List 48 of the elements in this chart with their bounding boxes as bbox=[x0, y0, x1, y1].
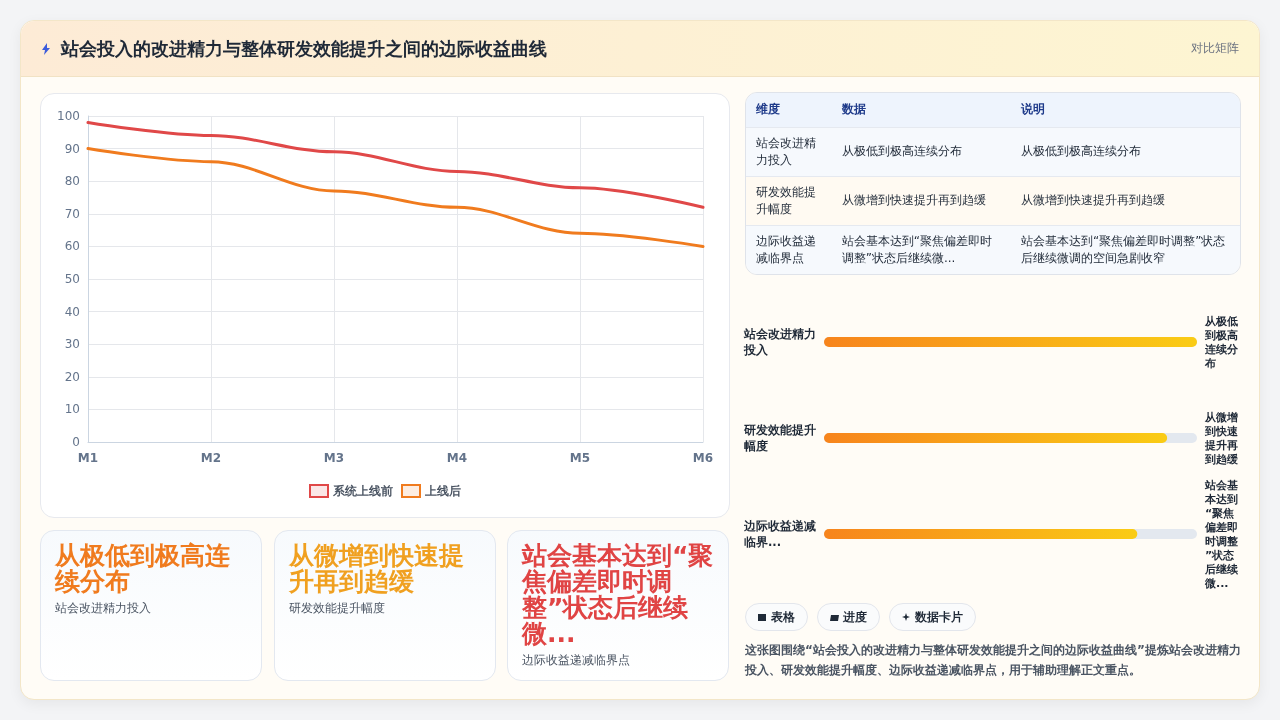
text: 对比矩阵 bbox=[1191, 40, 1239, 57]
text: 数据 bbox=[831, 93, 1011, 127]
y-tick-label: 80 bbox=[64, 174, 80, 189]
text: 研发效能提升幅度 bbox=[288, 601, 386, 616]
y-tick-label: 10 bbox=[64, 402, 80, 417]
y-tick-label: 20 bbox=[64, 369, 80, 384]
text: 站会基本达到“聚焦偏差即时调整”状态后继续微... bbox=[522, 541, 714, 648]
y-tick-label: 边际收益递减临界... bbox=[743, 519, 816, 549]
text: 边际收益递减临界点 bbox=[746, 225, 832, 274]
text: 维度 bbox=[746, 93, 832, 127]
y-tick-label: 30 bbox=[64, 337, 80, 352]
text: 从极低到极高连续分布 bbox=[831, 127, 1011, 176]
y-tick-label: 研发效能提升幅度 bbox=[743, 423, 816, 453]
y2-tick-label: 从极低到极高连续分布 bbox=[1204, 314, 1239, 370]
text: 数据卡片 bbox=[915, 609, 963, 625]
text: 站会基本达到“聚焦偏差即时调整”状态后继续微调的空间急剧收窄 bbox=[1010, 225, 1240, 274]
y-tick-label: 站会改进精力投入 bbox=[743, 327, 816, 357]
line-series bbox=[86, 121, 705, 209]
x-tick-label: M6 bbox=[692, 451, 714, 465]
line-series bbox=[86, 147, 705, 248]
text: 从极低到极高连续分布 bbox=[1010, 127, 1240, 176]
x-tick-label: M5 bbox=[569, 451, 591, 465]
text: 这张图围绕“站会投入的改进精力与整体研发效能提升之间的边际收益曲线”提炼站会改进精力投入、研发效能提升幅度、边际收益递减临界点，用于辅助理解正文重点。 bbox=[745, 642, 1242, 679]
y-tick-label: 50 bbox=[64, 272, 80, 286]
x-tick-label: M3 bbox=[323, 451, 345, 465]
text: 从微增到快速提升再到趋缓 bbox=[831, 176, 1011, 225]
y-tick-label: 0 bbox=[72, 435, 80, 449]
y-tick-label: 40 bbox=[64, 304, 80, 319]
x-tick-label: M1 bbox=[77, 451, 99, 465]
text: 从微增到快速提升再到趋缓 bbox=[1010, 176, 1240, 225]
text: 站会投入的改进精力与整体研发效能提升之间的边际收益曲线 bbox=[61, 36, 547, 61]
y-tick-label: 70 bbox=[64, 206, 80, 221]
y-tick-label: 60 bbox=[64, 239, 80, 254]
y-tick-label: 100 bbox=[57, 109, 80, 123]
x-tick-label: M2 bbox=[200, 451, 222, 465]
text: 站会基本达到“聚焦偏差即时调整”状态后继续微... bbox=[831, 225, 1011, 274]
text: 从微增到快速提升再到趋缓 bbox=[288, 541, 465, 596]
y2-tick-label: 站会基本达到“聚焦偏差即时调整”状态后继续微... bbox=[1204, 478, 1239, 590]
text: 进度 bbox=[843, 609, 867, 625]
y-tick-label: 90 bbox=[64, 141, 80, 156]
legend-label: 系统上线前 bbox=[332, 484, 393, 498]
text: 表格 bbox=[771, 609, 795, 625]
y2-tick-label: 从微增到快速提升再到趋缓 bbox=[1204, 410, 1239, 466]
x-tick-label: M4 bbox=[446, 451, 468, 465]
text: 说明 bbox=[1010, 93, 1240, 127]
text: 从极低到极高连续分布 bbox=[55, 541, 231, 596]
legend-label: 上线后 bbox=[424, 484, 461, 498]
text: 边际收益递减临界点 bbox=[522, 653, 631, 668]
